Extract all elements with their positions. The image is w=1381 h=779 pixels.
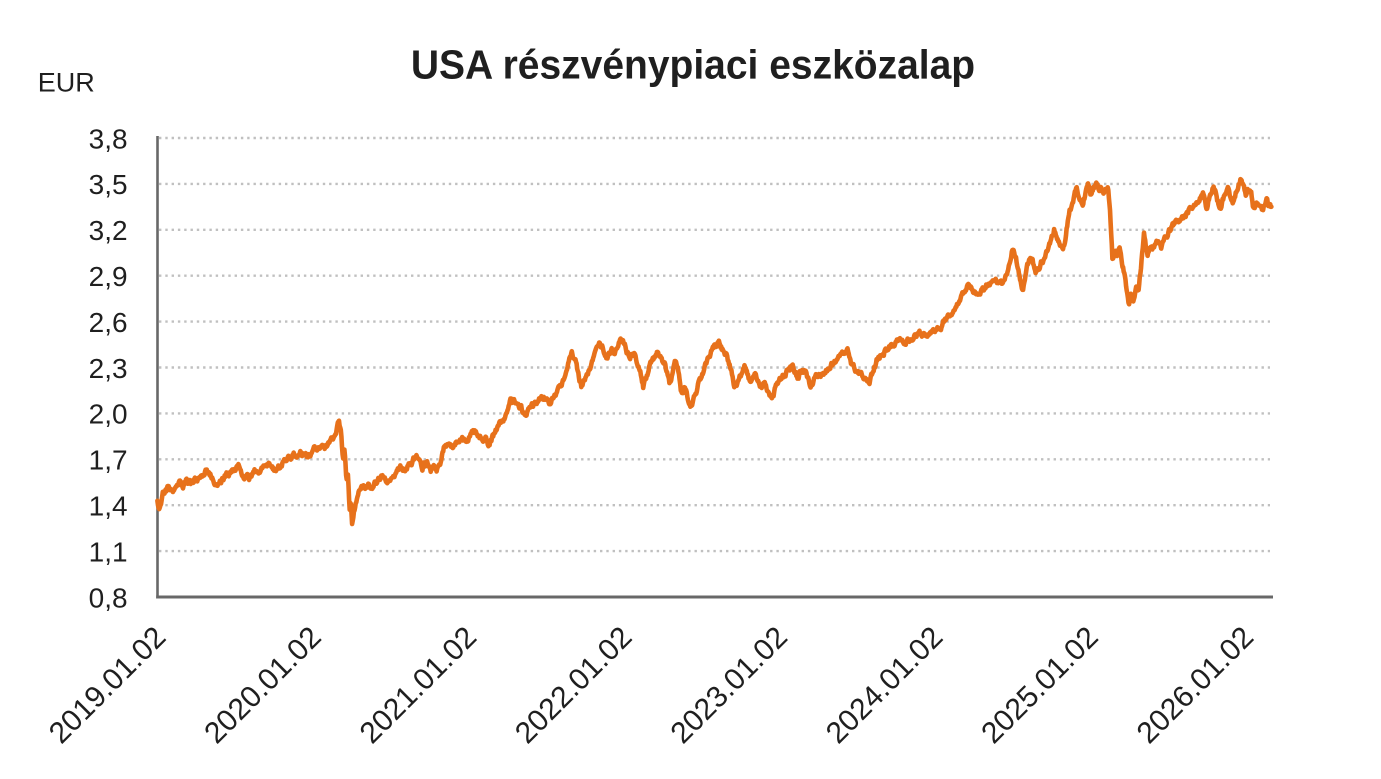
svg-text:0,8: 0,8 <box>89 582 128 613</box>
svg-text:3,8: 3,8 <box>89 123 128 154</box>
svg-text:USA részvénypiaci eszközalap: USA részvénypiaci eszközalap <box>411 43 975 88</box>
svg-text:EUR: EUR <box>38 67 95 97</box>
svg-text:2,0: 2,0 <box>89 399 128 430</box>
svg-text:2,9: 2,9 <box>89 261 128 292</box>
svg-text:1,1: 1,1 <box>89 536 128 567</box>
svg-text:3,2: 3,2 <box>89 215 128 246</box>
svg-text:2,3: 2,3 <box>89 353 128 384</box>
svg-text:2,6: 2,6 <box>89 307 128 338</box>
svg-text:1,7: 1,7 <box>89 445 128 476</box>
svg-text:1,4: 1,4 <box>89 491 128 522</box>
svg-text:3,5: 3,5 <box>89 169 128 200</box>
